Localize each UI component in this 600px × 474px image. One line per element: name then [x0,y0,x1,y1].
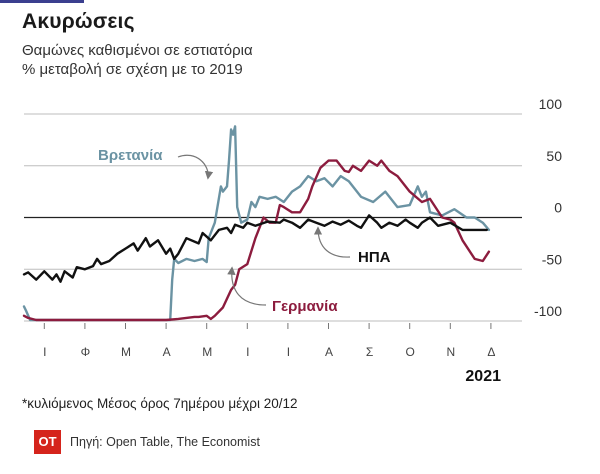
x-tick-label: Σ [366,345,373,359]
legend-label-uk: Βρετανία [98,147,163,164]
y-tick-label: 0 [554,200,562,216]
y-tick-label: 50 [546,148,562,164]
legend-label-germany: Γερμανία [272,298,338,315]
x-tick-label: Μ [202,345,212,359]
y-tick-label: -100 [534,303,562,319]
publisher-logo: OT [34,430,61,454]
x-tick-label: Ι [287,345,290,359]
germany-label-arrow [227,266,267,306]
x-tick-label: Α [325,345,333,359]
usa-label-arrow [313,226,351,258]
uk-label-arrow [177,154,214,180]
series-line-germany [22,159,491,322]
source-text: Πηγή: Open Table, The Economist [70,435,260,449]
y-tick-label: -50 [542,251,562,267]
year-label: 2021 [465,368,501,385]
x-tick-label: Μ [121,345,131,359]
x-tick-label: Ι [246,345,249,359]
x-tick-label: Δ [487,345,495,359]
x-tick-label: Φ [81,345,91,359]
chart-subtitle-line2: % μεταβολή σε σχέση με το 2019 [22,61,243,78]
series-line-usa [22,214,488,283]
series-line-uk [22,125,491,322]
y-tick-label: 100 [539,96,563,112]
x-tick-label: Α [163,345,171,359]
chart-subtitle-line1: Θαμώνες καθισμένοι σε εστιατόρια [22,42,253,59]
accent-bar [0,0,84,3]
chart-title: Ακυρώσεις [22,10,135,33]
legend-label-usa: ΗΠΑ [358,249,391,266]
x-tick-label: Ν [446,345,455,359]
footnote: *κυλιόμενος Μέσος όρος 7ημέρου μέχρι 20/… [22,396,298,411]
x-tick-label: Ι [43,345,46,359]
x-tick-label: Ο [406,345,415,359]
